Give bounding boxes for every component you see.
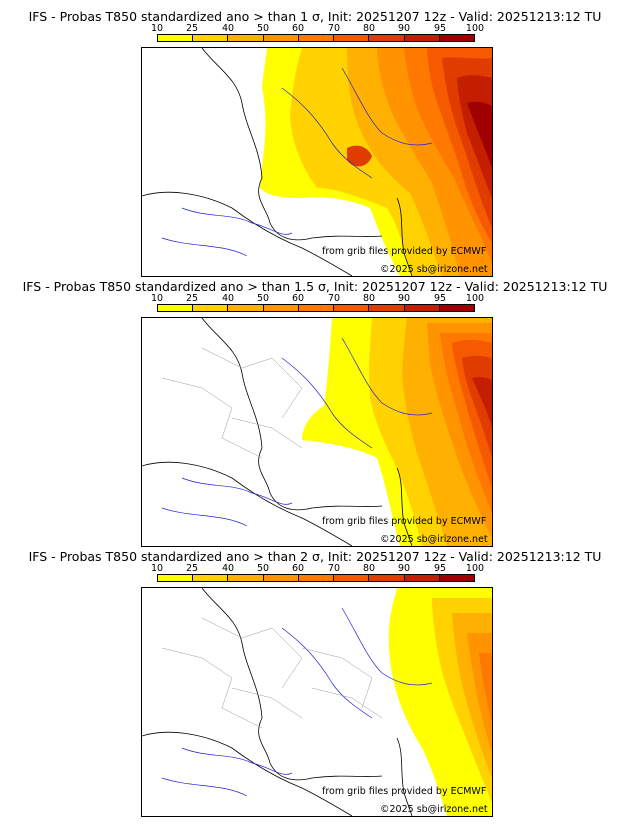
- colorbar-swatch: [369, 305, 405, 311]
- probability-map: from grib files provided by ECMWF ©2025 …: [141, 587, 493, 817]
- colorbar-swatch: [158, 305, 194, 311]
- colorbar-tick: 100: [465, 23, 485, 34]
- colorbar-swatch: [158, 575, 194, 581]
- colorbar-tick: 95: [433, 293, 447, 304]
- map-graphic: [142, 318, 492, 546]
- colorbar-tick: 60: [291, 23, 305, 34]
- colorbar-swatch: [404, 575, 440, 581]
- colorbar-swatch: [158, 35, 194, 41]
- colorbar-tick: 80: [362, 563, 376, 574]
- colorbar-swatch: [439, 35, 474, 41]
- credit-source: from grib files provided by ECMWF: [322, 516, 487, 527]
- credit-copyright: ©2025 sb@irizone.net: [380, 264, 488, 275]
- colorbar-tick: 60: [291, 293, 305, 304]
- probability-map: from grib files provided by ECMWF ©2025 …: [141, 317, 493, 547]
- colorbar-swatch: [263, 575, 299, 581]
- colorbar-tick: 70: [327, 293, 341, 304]
- colorbar-tick: 40: [221, 293, 235, 304]
- colorbar-swatch: [334, 305, 370, 311]
- credit-copyright: ©2025 sb@irizone.net: [380, 534, 488, 545]
- colorbar-tick: 50: [256, 23, 270, 34]
- colorbar-swatch: [298, 35, 335, 41]
- colorbar-swatch: [263, 305, 299, 311]
- colorbar-swatch: [298, 305, 335, 311]
- colorbar-ticks: 10 25 40 50 60 70 80 90 95 100: [151, 293, 484, 304]
- colorbar-swatch: [228, 575, 264, 581]
- credit-source: from grib files provided by ECMWF: [322, 246, 487, 257]
- map-panel-2: IFS - Probas T850 standardized ano > tha…: [0, 270, 630, 547]
- colorbar-tick: 70: [327, 563, 341, 574]
- probability-map: from grib files provided by ECMWF ©2025 …: [141, 47, 493, 277]
- colorbar-tick: 10: [150, 293, 164, 304]
- colorbar-tick: 60: [291, 563, 305, 574]
- colorbar-swatches: [157, 574, 475, 582]
- colorbar-tick: 25: [185, 563, 199, 574]
- colorbar-swatch: [193, 575, 229, 581]
- panel-title: IFS - Probas T850 standardized ano > tha…: [22, 279, 608, 294]
- colorbar-tick: 95: [433, 23, 447, 34]
- colorbar-tick: 70: [327, 23, 341, 34]
- colorbar-swatches: [157, 34, 475, 42]
- colorbar-tick: 80: [362, 293, 376, 304]
- colorbar-swatch: [193, 35, 229, 41]
- colorbar-swatch: [228, 35, 264, 41]
- colorbar-tick: 90: [397, 293, 411, 304]
- credit-source: from grib files provided by ECMWF: [322, 786, 487, 797]
- colorbar-swatch: [439, 575, 474, 581]
- map-panel-1: IFS - Probas T850 standardized ano > tha…: [0, 0, 630, 277]
- colorbar-tick: 50: [256, 293, 270, 304]
- colorbar-tick: 50: [256, 563, 270, 574]
- colorbar-tick: 40: [221, 23, 235, 34]
- credit-copyright: ©2025 sb@irizone.net: [380, 804, 488, 815]
- map-graphic: [142, 588, 492, 816]
- colorbar-swatch: [369, 575, 405, 581]
- panel-title: IFS - Probas T850 standardized ano > tha…: [28, 9, 602, 24]
- colorbar-tick: 95: [433, 563, 447, 574]
- colorbar-tick: 10: [150, 563, 164, 574]
- map-panel-3: IFS - Probas T850 standardized ano > tha…: [0, 540, 630, 817]
- colorbar-swatch: [193, 305, 229, 311]
- colorbar-swatches: [157, 304, 475, 312]
- colorbar-swatch: [404, 35, 440, 41]
- colorbar-swatch: [404, 305, 440, 311]
- colorbar-tick: 10: [150, 23, 164, 34]
- colorbar-swatch: [439, 305, 474, 311]
- colorbar-swatch: [298, 575, 335, 581]
- colorbar-tick: 25: [185, 293, 199, 304]
- colorbar-tick: 90: [397, 563, 411, 574]
- colorbar-tick: 90: [397, 23, 411, 34]
- colorbar-swatch: [369, 35, 405, 41]
- colorbar-tick: 80: [362, 23, 376, 34]
- colorbar-swatch: [334, 35, 370, 41]
- colorbar-tick: 100: [465, 293, 485, 304]
- colorbar-tick: 25: [185, 23, 199, 34]
- colorbar-ticks: 10 25 40 50 60 70 80 90 95 100: [151, 563, 484, 574]
- colorbar-tick: 100: [465, 563, 485, 574]
- colorbar-swatch: [334, 575, 370, 581]
- panel-title: IFS - Probas T850 standardized ano > tha…: [28, 549, 602, 564]
- map-graphic: [142, 48, 492, 276]
- colorbar-ticks: 10 25 40 50 60 70 80 90 95 100: [151, 23, 484, 34]
- colorbar-swatch: [263, 35, 299, 41]
- colorbar-tick: 40: [221, 563, 235, 574]
- colorbar-swatch: [228, 305, 264, 311]
